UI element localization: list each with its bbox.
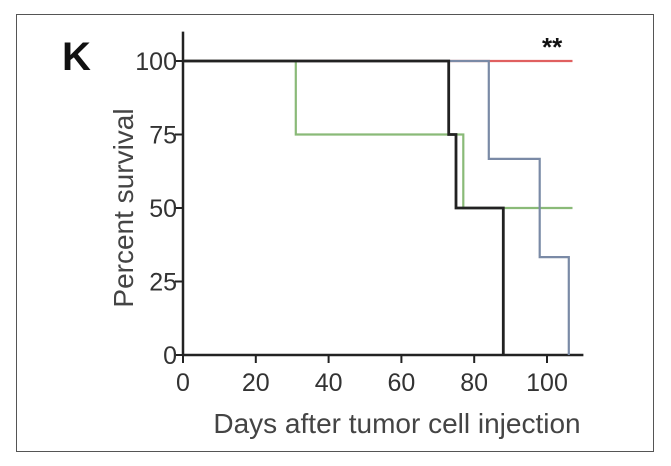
y-tick-label: 50 [149,195,177,223]
x-tick-label: 40 [315,369,343,397]
significance-annotation: ** [542,32,563,62]
y-axis-title: Percent survival [108,108,139,307]
y-tick-label: 0 [163,342,177,370]
axes: 0 20 40 60 80 100 0 25 50 75 100 [135,31,584,397]
panel-label: K [62,35,91,79]
survival-curve-2 [183,59,573,210]
figure-frame [16,14,654,452]
survival-curve-3 [183,59,570,355]
y-tick-label: 25 [149,269,177,297]
x-tick-label: 80 [460,369,488,397]
y-tick-label: 75 [149,122,177,150]
x-tick-label: 100 [526,369,568,397]
x-tick-label: 0 [176,369,190,397]
x-tick-label: 60 [387,369,415,397]
x-tick-label: 20 [242,369,270,397]
x-axis-title: Days after tumor cell injection [213,408,580,439]
survival-curve-4 [183,59,505,355]
series-group [183,59,573,355]
y-tick-label: 100 [135,48,177,76]
